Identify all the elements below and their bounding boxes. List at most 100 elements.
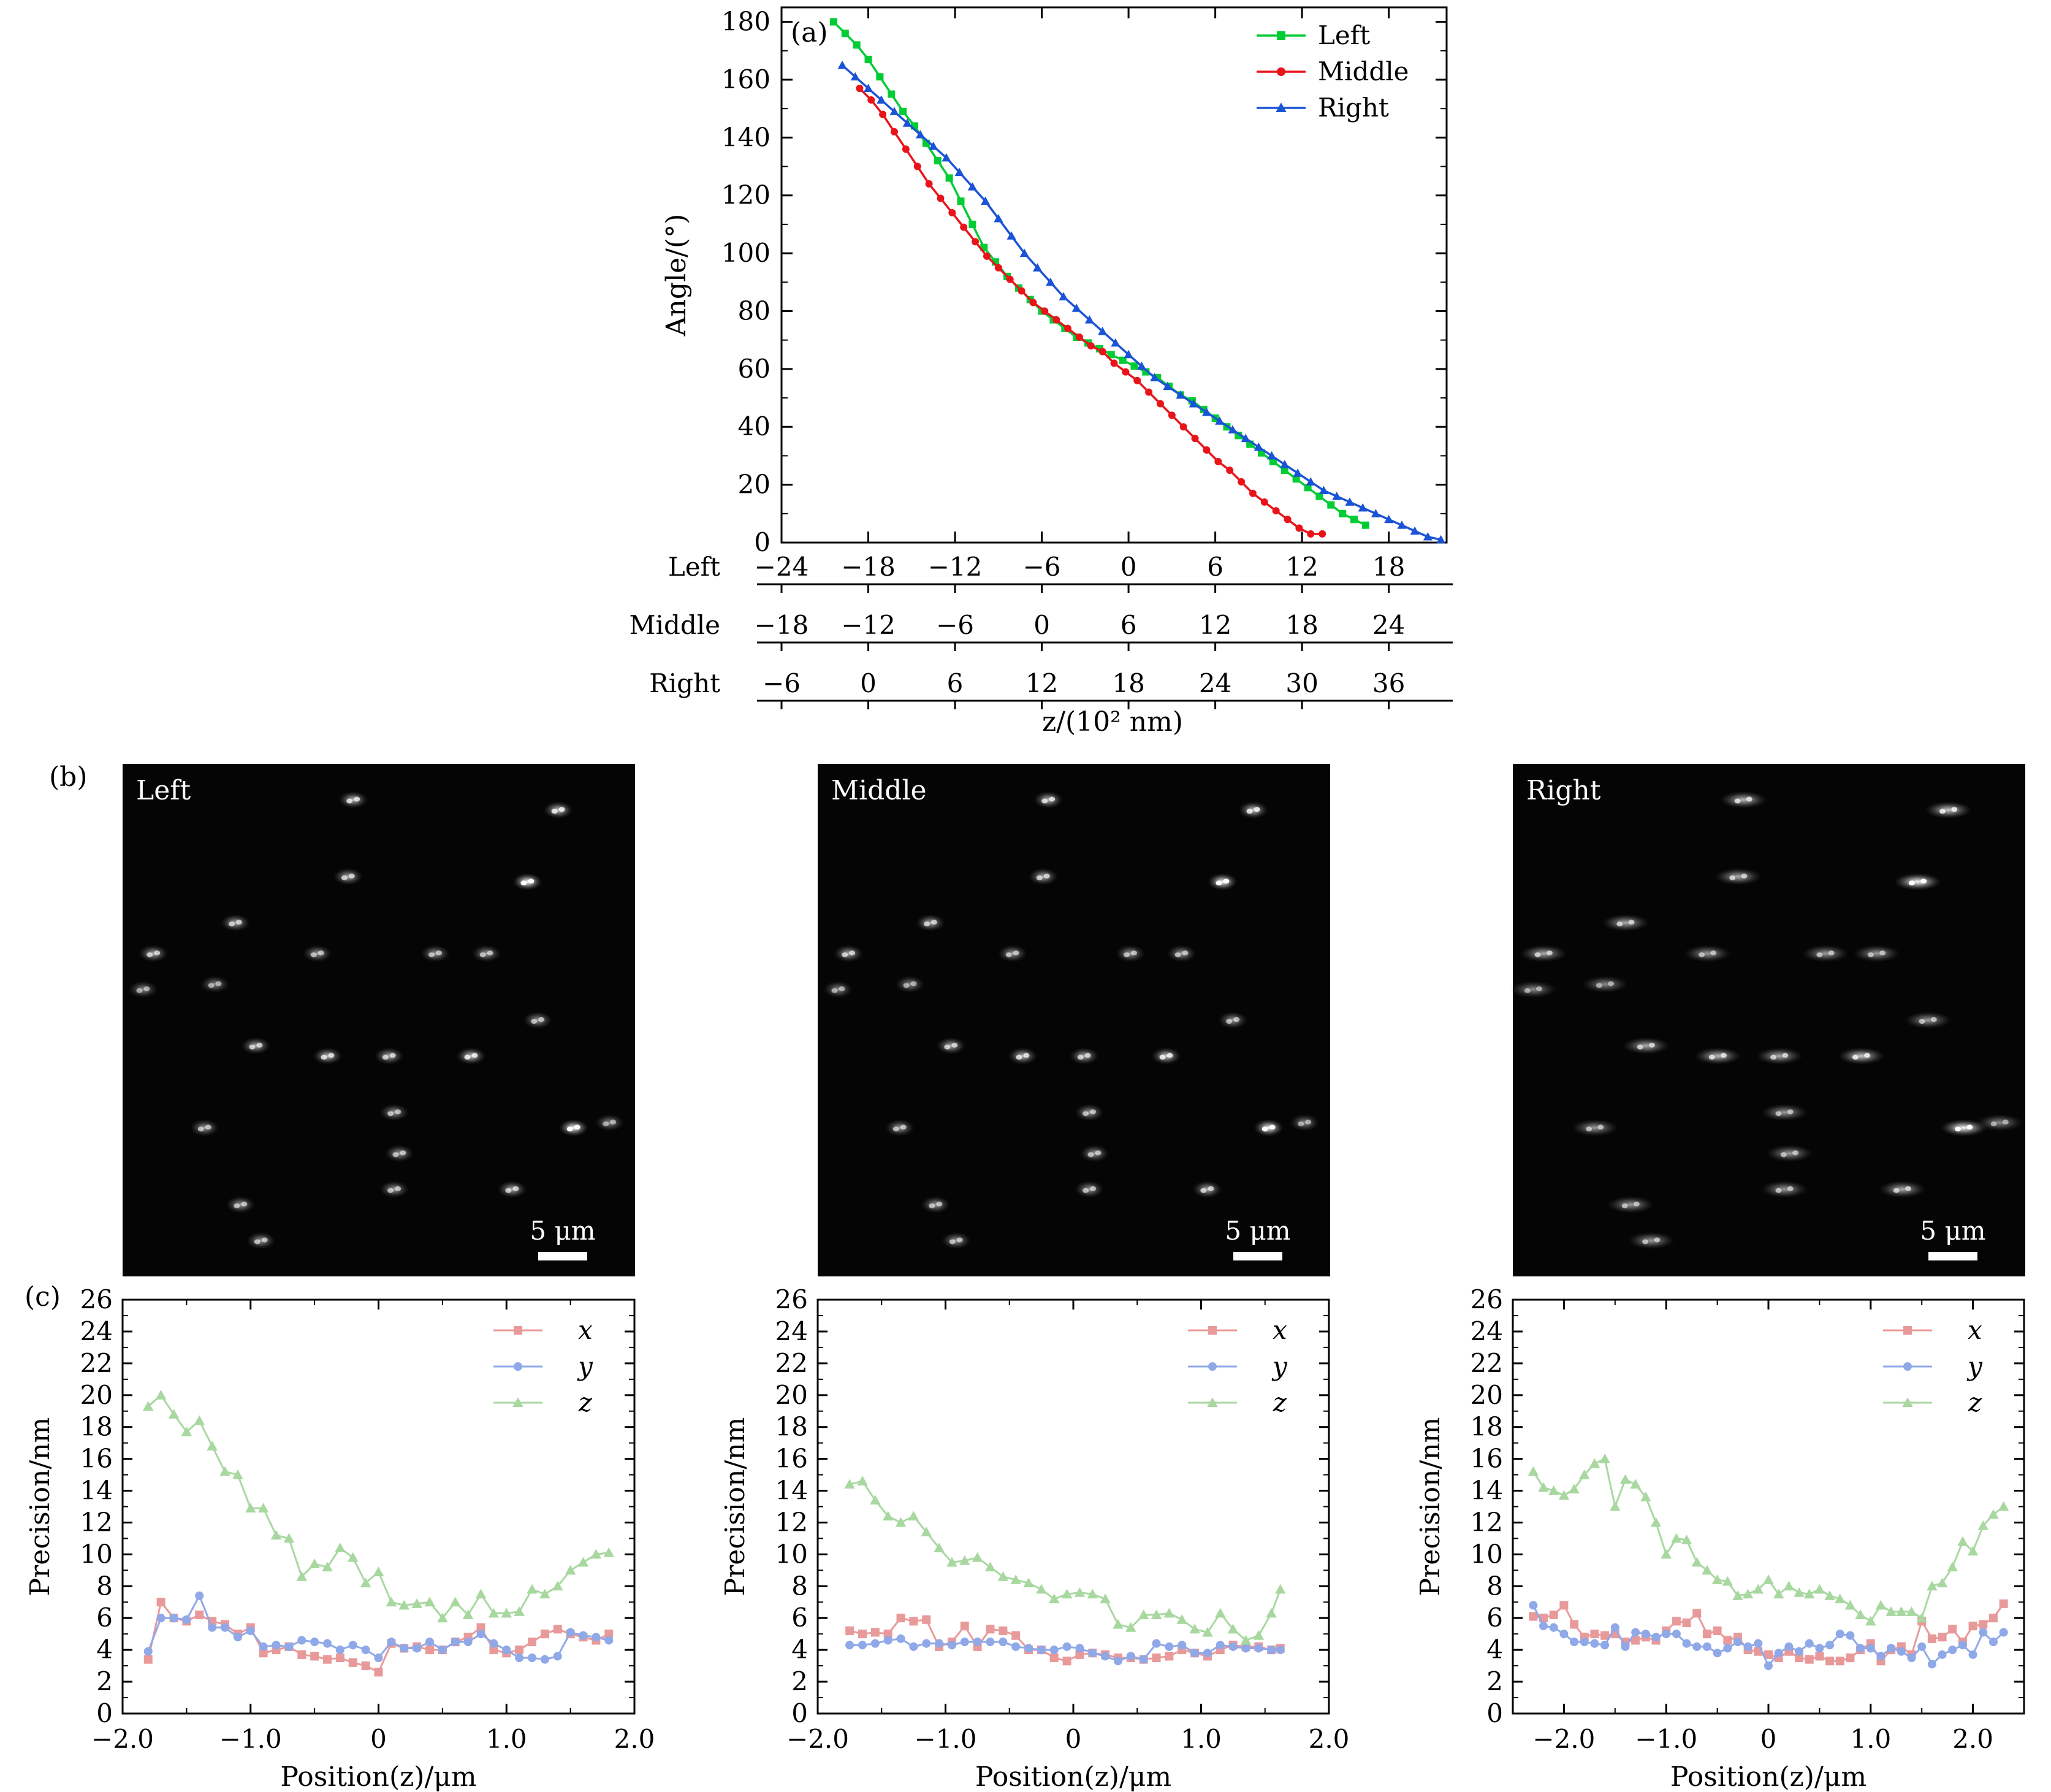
fluorescent-spot — [1627, 1232, 1675, 1249]
y-tick-label: 22 — [775, 1348, 808, 1378]
data-point-x — [883, 1630, 892, 1639]
data-point-z — [1855, 1609, 1866, 1620]
fluorescent-lobe — [1226, 1019, 1233, 1024]
legend-marker — [1903, 1362, 1912, 1371]
y-tick-label: 2 — [791, 1666, 808, 1696]
secondary-axis-label: Middle — [630, 610, 721, 640]
data-point-z — [514, 1606, 525, 1616]
data-point-y — [1887, 1644, 1896, 1653]
y-tick-label: 4 — [1486, 1634, 1503, 1664]
plot-frame — [816, 1298, 1330, 1715]
data-point-middle — [890, 128, 898, 135]
data-point-x — [999, 1626, 1008, 1635]
y-tick-label: 26 — [775, 1284, 808, 1314]
data-point-y — [592, 1633, 601, 1642]
data-point-right — [1032, 263, 1042, 272]
data-point-y — [1733, 1638, 1742, 1647]
fluorescent-spot — [512, 873, 542, 891]
plot-frame — [780, 6, 1448, 544]
data-point-right — [864, 83, 873, 93]
data-point-middle — [1295, 524, 1303, 532]
fluorescent-spot — [915, 914, 945, 932]
data-point-z — [1783, 1580, 1795, 1591]
y-tick-label: 80 — [738, 295, 771, 326]
data-point-x — [604, 1630, 614, 1639]
fluorescent-lobe — [1939, 809, 1946, 814]
fluorescent-lobe — [1637, 1044, 1643, 1050]
fluorescent-spot — [338, 791, 368, 809]
data-point-y — [1856, 1644, 1865, 1653]
data-point-y — [1764, 1661, 1773, 1671]
fluorescent-lobe — [1586, 1126, 1592, 1132]
fluorescent-lobe — [1734, 798, 1741, 804]
y-tick-label: 18 — [1471, 1412, 1503, 1442]
data-point-y — [1559, 1630, 1569, 1639]
fluorescent-spot — [1028, 867, 1058, 885]
fluorescent-spot — [543, 801, 573, 819]
fluorescent-lobe — [1159, 1054, 1166, 1060]
series-line-z — [147, 1394, 609, 1620]
fluorescent-lobe — [1596, 983, 1602, 988]
data-point-z — [552, 1580, 563, 1591]
data-point-x — [1927, 1634, 1936, 1643]
fluorescent-spot — [1904, 1012, 1952, 1029]
data-point-y — [540, 1655, 549, 1664]
data-point-y — [999, 1638, 1008, 1647]
fluorescent-lobe — [428, 952, 435, 958]
data-point-left — [1327, 501, 1335, 509]
data-point-y — [1979, 1628, 1988, 1637]
data-point-y — [489, 1639, 498, 1648]
secondary-axis-tick-label: 18 — [1372, 552, 1405, 582]
data-point-x — [425, 1645, 434, 1655]
data-point-z — [882, 1511, 894, 1521]
data-point-right — [1201, 408, 1211, 416]
secondary-axis-tick-label: 12 — [1285, 552, 1318, 582]
data-point-right — [1423, 532, 1433, 541]
data-point-z — [527, 1584, 538, 1594]
fluorescent-lobe — [261, 1237, 268, 1243]
fluorescent-spot — [941, 1232, 971, 1249]
data-point-z — [590, 1549, 602, 1559]
y-tick-label: 18 — [775, 1412, 808, 1442]
data-point-x — [909, 1617, 918, 1626]
data-point-z — [1711, 1574, 1723, 1584]
data-point-y — [156, 1614, 166, 1623]
data-point-right — [1371, 509, 1380, 517]
data-point-y — [1152, 1639, 1161, 1648]
data-point-left — [968, 220, 976, 228]
data-point-y — [1795, 1647, 1804, 1656]
data-point-z — [1773, 1588, 1784, 1599]
microscopy-image-right: Right 5 μm — [1510, 764, 2025, 1276]
fluorescent-lobe — [1782, 1053, 1789, 1058]
data-point-z — [1640, 1492, 1651, 1501]
data-point-left — [1304, 484, 1312, 492]
data-point-y — [1075, 1644, 1084, 1653]
fluorescent-lobe — [1090, 1186, 1097, 1191]
legend-label: Middle — [1318, 56, 1409, 86]
data-point-x — [1549, 1611, 1558, 1620]
fluorescent-lobe — [1208, 1186, 1214, 1191]
fluorescent-spot — [1838, 1047, 1885, 1065]
fluorescent-lobe — [1699, 952, 1705, 958]
data-point-x — [1529, 1612, 1538, 1621]
fluorescent-spot — [1510, 980, 1557, 998]
data-point-right — [889, 107, 899, 115]
fluorescent-lobe — [228, 921, 235, 927]
fluorescent-lobe — [1036, 875, 1043, 880]
secondary-axis-tick-label: 6 — [1207, 552, 1223, 582]
legend-marker — [514, 1326, 522, 1335]
data-point-middle — [1087, 342, 1095, 350]
data-point-z — [1977, 1520, 1989, 1530]
scale-bar-label: 5 μm — [530, 1216, 595, 1246]
fluorescent-lobe — [395, 1186, 401, 1191]
data-point-z — [1906, 1606, 1917, 1616]
data-point-x — [1682, 1619, 1691, 1628]
fluorescent-lobe — [1083, 1188, 1089, 1193]
fluorescent-lobe — [1930, 1017, 1937, 1022]
data-point-y — [1866, 1644, 1875, 1653]
data-point-middle — [1041, 307, 1049, 315]
data-point-x — [1152, 1653, 1161, 1663]
fluorescent-lobe — [234, 1203, 240, 1208]
fluorescent-spot — [1581, 975, 1629, 993]
microscopy-image-middle: Middle 5 μm — [818, 764, 1330, 1276]
